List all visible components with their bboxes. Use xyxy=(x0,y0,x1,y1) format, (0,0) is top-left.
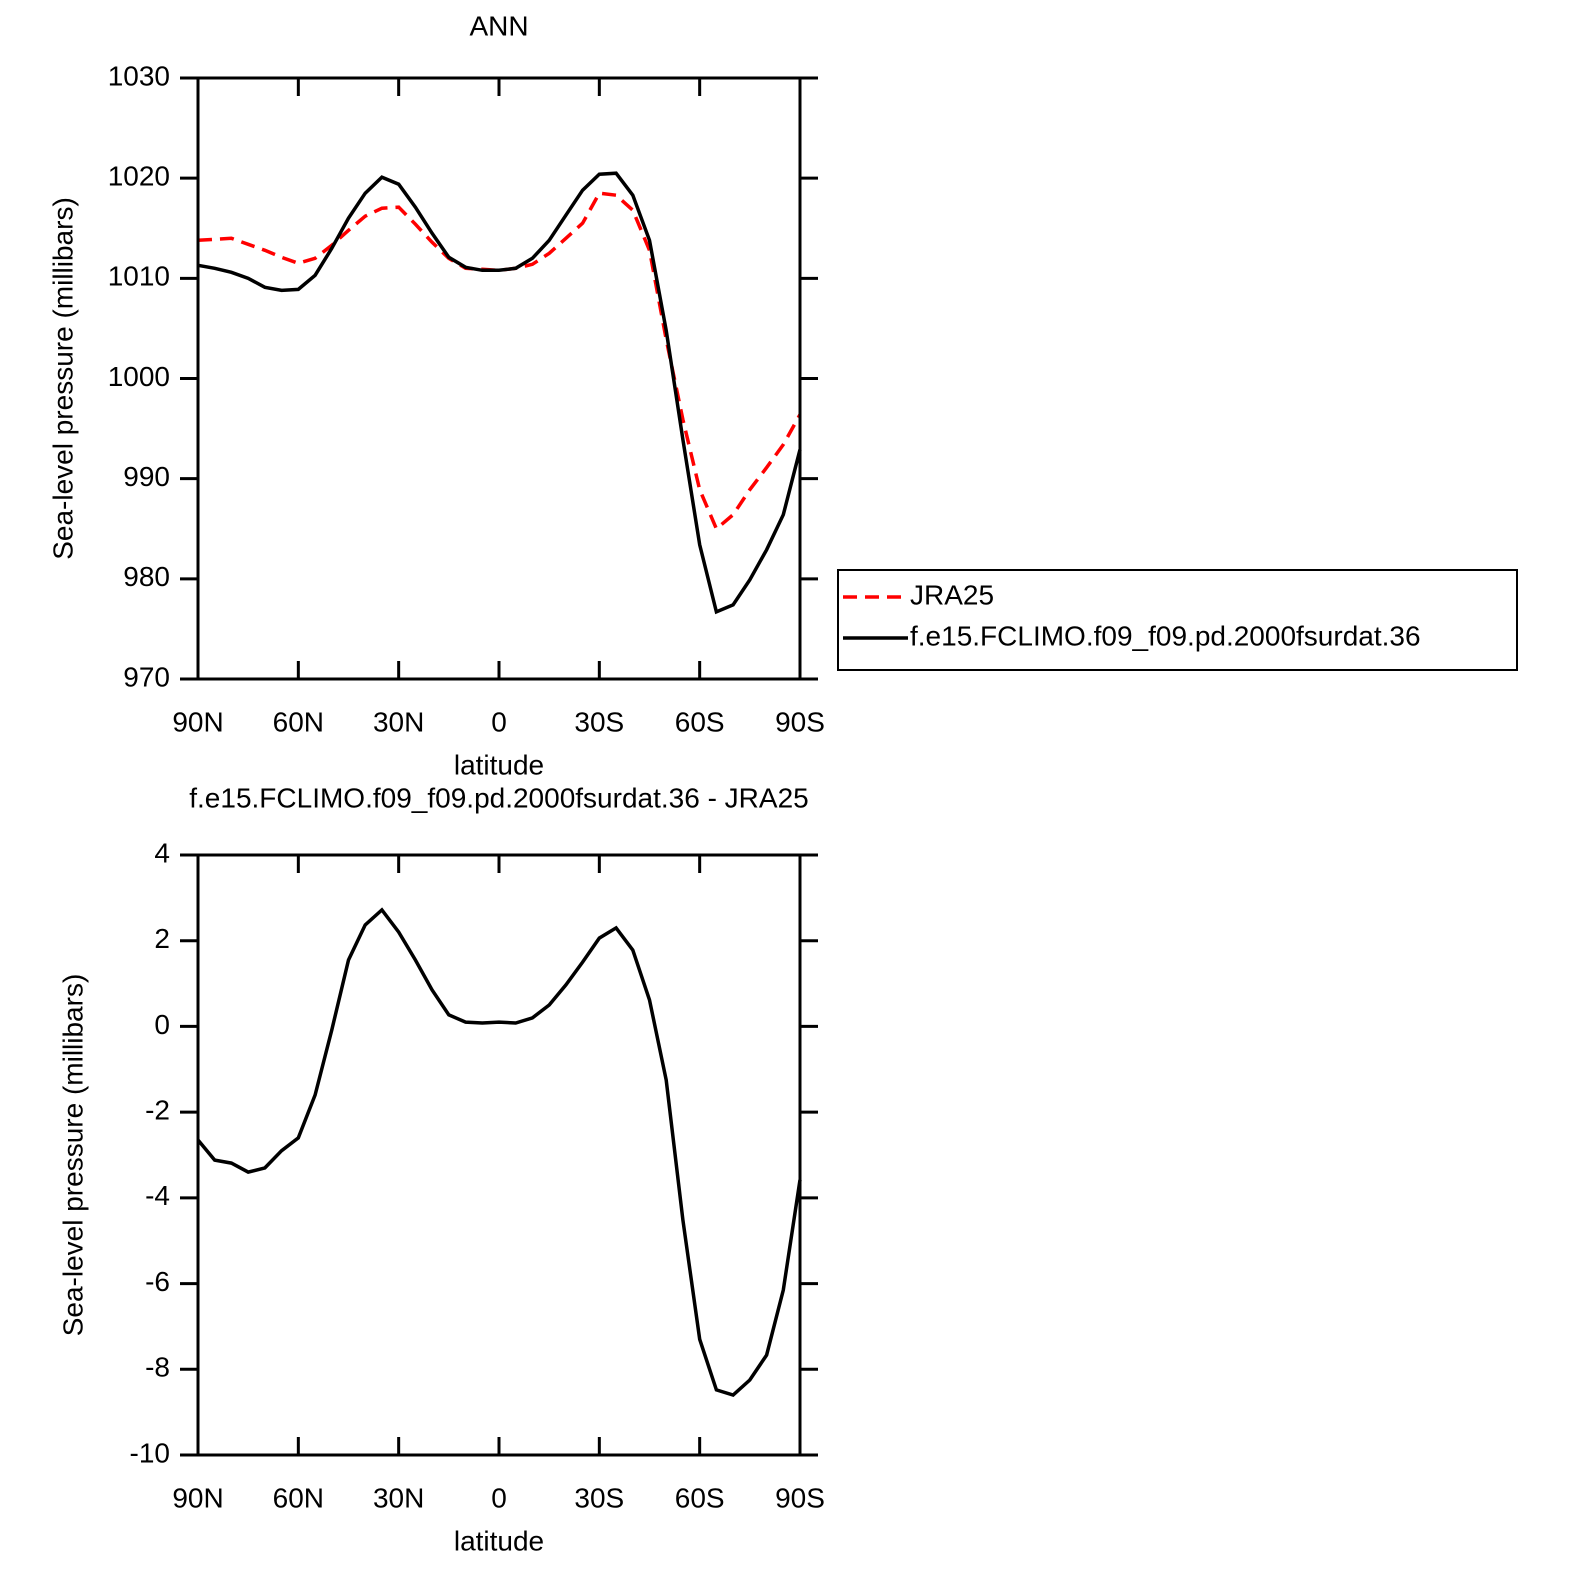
x-tick-label: 0 xyxy=(491,706,507,737)
data-line xyxy=(197,191,802,532)
y-tick-label: 970 xyxy=(123,661,170,692)
y-tick-label: 1020 xyxy=(108,161,170,192)
y-tick-label: -4 xyxy=(145,1180,170,1211)
x-axis-label: latitude xyxy=(454,1525,544,1556)
x-axis-label: latitude xyxy=(454,749,544,780)
y-tick-label: 2 xyxy=(154,923,170,954)
y-tick-label: 4 xyxy=(154,837,170,868)
y-tick-label: -2 xyxy=(145,1095,170,1126)
x-tick-label: 60N xyxy=(273,706,324,737)
y-tick-label: 1010 xyxy=(108,261,170,292)
x-tick-label: 30S xyxy=(574,1482,624,1513)
y-tick-label: 0 xyxy=(154,1009,170,1040)
y-tick-label: -8 xyxy=(145,1352,170,1383)
x-tick-label: 30S xyxy=(574,706,624,737)
y-tick-label: 980 xyxy=(123,561,170,592)
x-tick-label: 60S xyxy=(675,706,725,737)
legend-box xyxy=(837,569,1518,671)
y-tick-label: 1030 xyxy=(108,60,170,91)
legend-label: f.e15.FCLIMO.f09_f09.pd.2000fsurdat.36 xyxy=(910,620,1421,651)
y-tick-label: -10 xyxy=(130,1437,170,1468)
x-tick-label: 90N xyxy=(172,706,223,737)
y-tick-label: 990 xyxy=(123,461,170,492)
x-tick-label: 60N xyxy=(273,1482,324,1513)
plot-frame xyxy=(196,76,802,681)
data-line xyxy=(196,907,802,1397)
plot-frame xyxy=(196,853,802,1457)
x-tick-label: 0 xyxy=(491,1482,507,1513)
y-tick-label: 1000 xyxy=(108,361,170,392)
data-line xyxy=(197,171,802,615)
legend-label: JRA25 xyxy=(910,579,994,610)
y-tick-label: -6 xyxy=(145,1266,170,1297)
x-tick-label: 90S xyxy=(775,706,825,737)
y-axis-label: Sea-level pressure (millibars) xyxy=(57,974,88,1337)
x-tick-label: 90S xyxy=(775,1482,825,1513)
x-tick-label: 30N xyxy=(373,1482,424,1513)
x-tick-label: 90N xyxy=(172,1482,223,1513)
x-tick-label: 60S xyxy=(675,1482,725,1513)
x-tick-label: 30N xyxy=(373,706,424,737)
y-axis-label: Sea-level pressure (millibars) xyxy=(47,197,78,560)
chart-title: ANN xyxy=(469,10,528,41)
chart-title: f.e15.FCLIMO.f09_f09.pd.2000fsurdat.36 -… xyxy=(189,782,808,813)
